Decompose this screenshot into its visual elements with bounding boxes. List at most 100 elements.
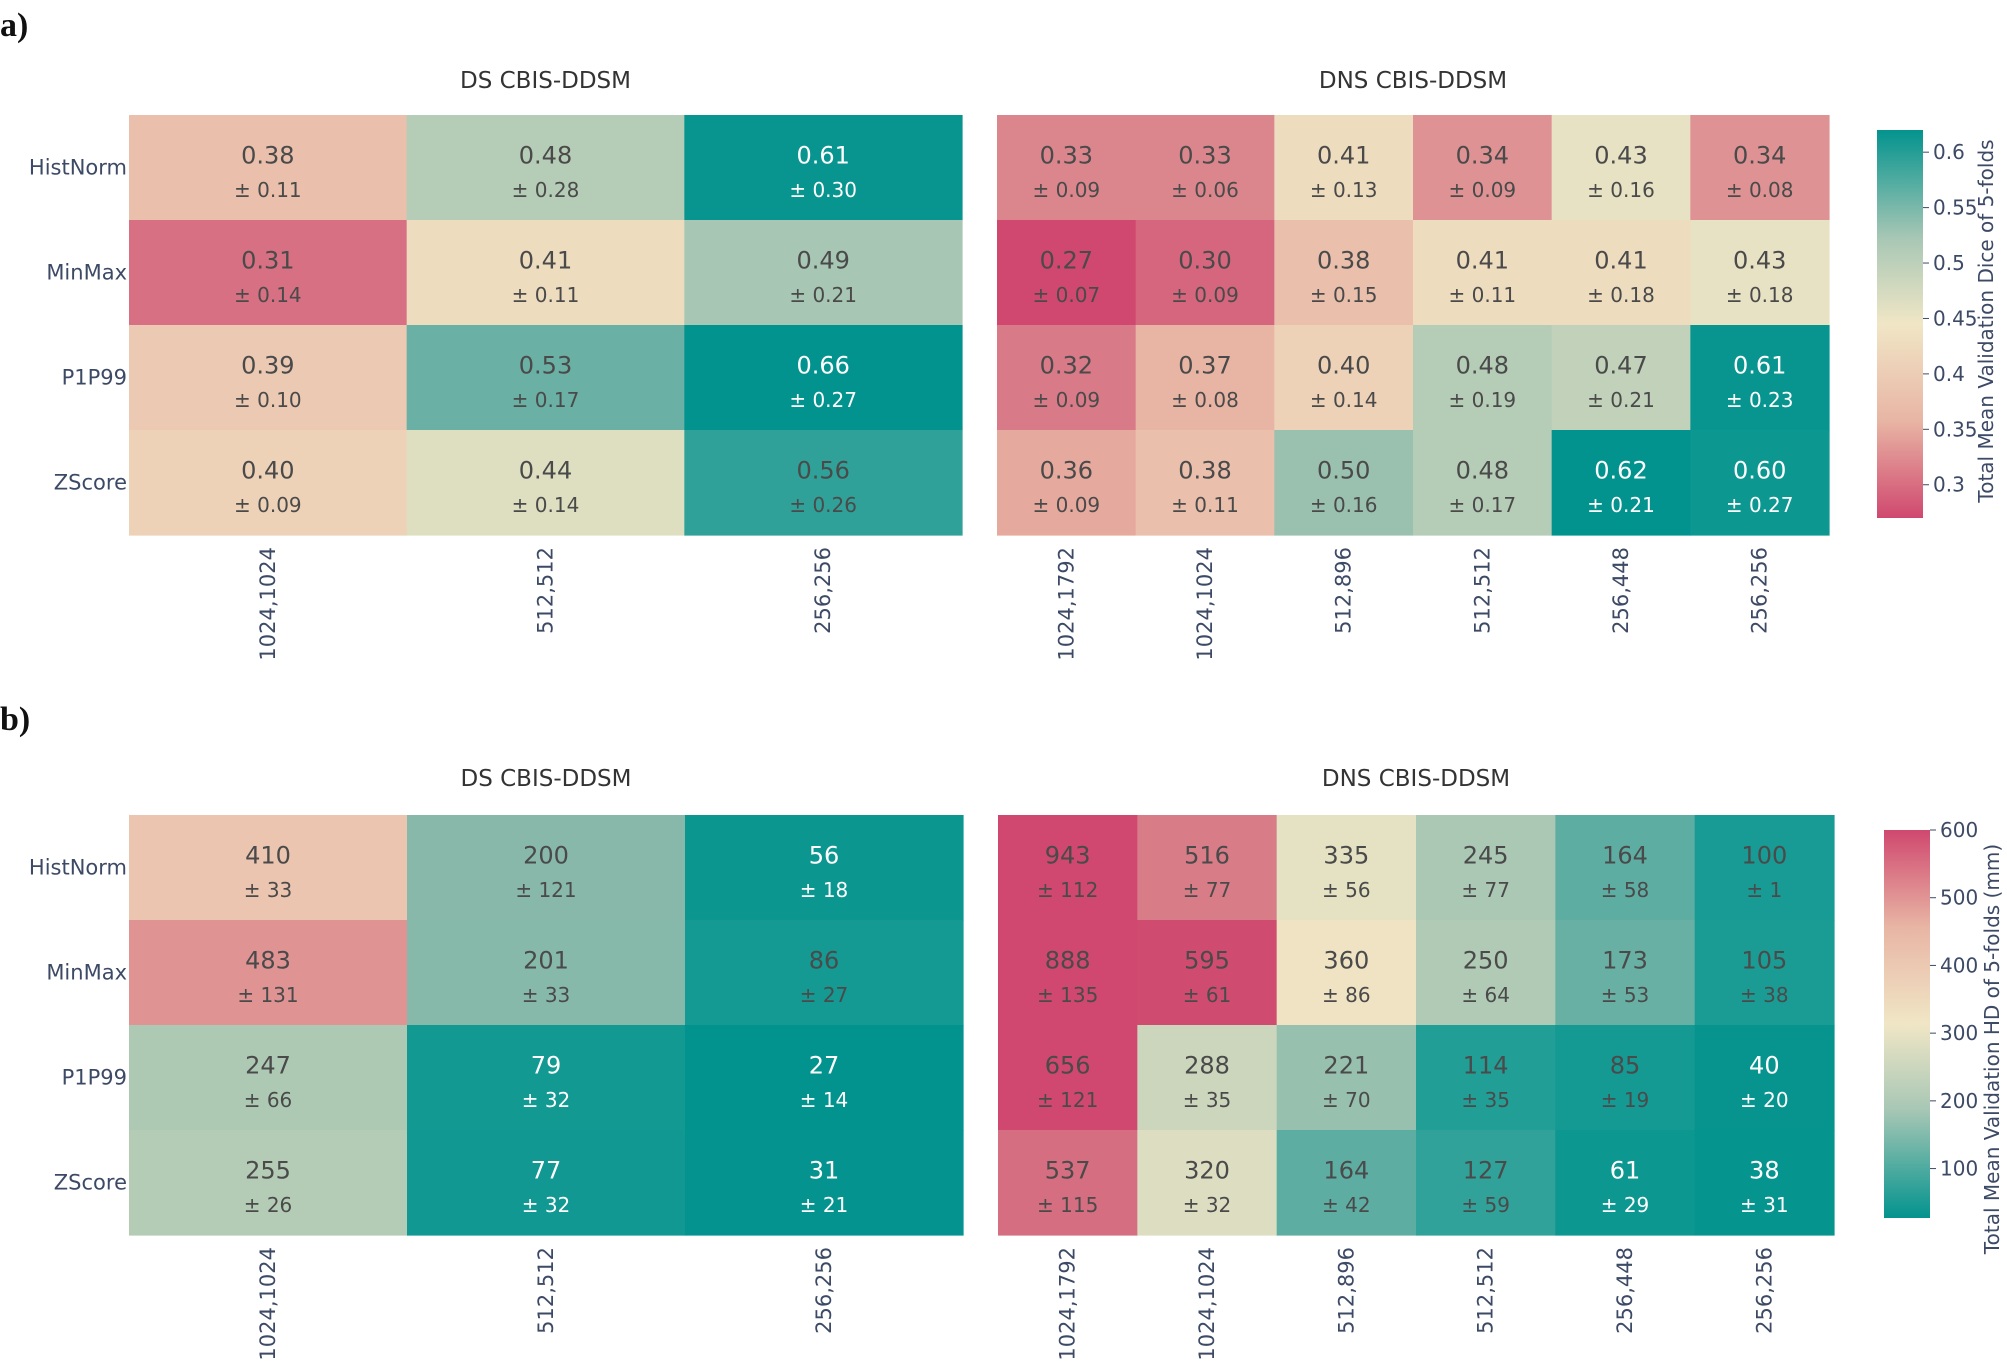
y-tick-label: ZScore: [54, 471, 127, 495]
cell-mean-label: 943: [1045, 841, 1091, 869]
cell-std-label: ± 56: [1322, 878, 1371, 902]
heatmap-cell: [997, 325, 1137, 431]
heatmap-cell: [1276, 1025, 1417, 1131]
cell-std-label: ± 0.14: [512, 493, 580, 517]
x-tick-label: 512,896: [1332, 547, 1356, 634]
cell-std-label: ± 121: [1037, 1088, 1098, 1112]
subplot-title: DNS CBIS-DDSM: [1319, 68, 1507, 94]
cell-std-label: ± 59: [1461, 1193, 1510, 1217]
cell-std-label: ± 0.16: [1310, 493, 1378, 517]
heatmap-cell: [1276, 920, 1417, 1026]
cell-mean-label: 656: [1045, 1051, 1091, 1079]
heatmap-cell: [1555, 920, 1696, 1026]
cell-mean-label: 0.32: [1040, 351, 1093, 379]
heatmap-cell: [406, 325, 685, 431]
cell-mean-label: 114: [1463, 1051, 1509, 1079]
cell-std-label: ± 0.30: [789, 178, 857, 202]
cell-std-label: ± 32: [1183, 1193, 1232, 1217]
cell-mean-label: 595: [1184, 946, 1230, 974]
cell-mean-label: 537: [1045, 1156, 1091, 1184]
heatmap-cell: [1690, 115, 1830, 221]
cell-std-label: ± 0.11: [1449, 283, 1517, 307]
x-tick-label: 1024,1024: [256, 547, 280, 661]
cell-std-label: ± 18: [800, 878, 849, 902]
x-tick-label: 256,256: [1752, 1247, 1776, 1334]
cell-std-label: ± 0.17: [512, 388, 580, 412]
heatmap-cell: [1555, 1130, 1696, 1236]
x-tick-label: 1024,1792: [1054, 547, 1078, 661]
cell-std-label: ± 29: [1601, 1193, 1650, 1217]
cell-std-label: ± 0.21: [1587, 493, 1655, 517]
cell-std-label: ± 0.27: [1726, 493, 1794, 517]
heatmap-cell: [129, 220, 408, 326]
heatmap-cell: [407, 920, 686, 1026]
cell-mean-label: 0.48: [1456, 456, 1509, 484]
cell-mean-label: 0.40: [241, 456, 294, 484]
cell-std-label: ± 0.26: [789, 493, 857, 517]
cell-mean-label: 888: [1045, 946, 1091, 974]
cell-mean-label: 0.44: [519, 456, 572, 484]
cell-std-label: ± 77: [1461, 878, 1510, 902]
cell-mean-label: 0.56: [796, 456, 849, 484]
colorbar-tick-label: 0.5: [1933, 251, 1965, 275]
heatmap-cell: [1137, 815, 1278, 921]
x-tick-label: 1024,1024: [1195, 1247, 1219, 1361]
cell-std-label: ± 35: [1183, 1088, 1232, 1112]
cell-mean-label: 0.48: [519, 141, 572, 169]
heatmap-cell: [998, 1025, 1138, 1131]
cell-std-label: ± 0.21: [1587, 388, 1655, 412]
cell-std-label: ± 0.28: [512, 178, 580, 202]
cell-mean-label: 335: [1323, 841, 1369, 869]
cell-std-label: ± 0.21: [789, 283, 857, 307]
cell-mean-label: 255: [245, 1156, 291, 1184]
heatmap-cell: [1137, 1130, 1278, 1236]
cell-mean-label: 85: [1610, 1051, 1641, 1079]
cell-std-label: ± 0.09: [1449, 178, 1517, 202]
cell-mean-label: 0.30: [1178, 246, 1231, 274]
heatmap-cell: [1690, 220, 1830, 326]
cell-std-label: ± 53: [1601, 983, 1650, 1007]
y-tick-label: HistNorm: [29, 156, 127, 180]
cell-mean-label: 61: [1610, 1156, 1641, 1184]
heatmap-cell: [1551, 325, 1691, 431]
cell-mean-label: 0.40: [1317, 351, 1370, 379]
heatmap-cell: [1413, 430, 1553, 536]
cell-mean-label: 79: [531, 1051, 562, 1079]
cell-mean-label: 0.61: [796, 141, 849, 169]
heatmap-cell: [997, 430, 1137, 536]
cell-std-label: ± 0.14: [1310, 388, 1378, 412]
cell-mean-label: 0.31: [241, 246, 294, 274]
cell-std-label: ± 31: [1740, 1193, 1789, 1217]
cell-mean-label: 288: [1184, 1051, 1230, 1079]
heatmap-cell: [685, 1130, 964, 1236]
cell-std-label: ± 0.09: [1171, 283, 1239, 307]
cell-std-label: ± 0.11: [1171, 493, 1239, 517]
cell-std-label: ± 42: [1322, 1193, 1371, 1217]
x-tick-label: 1024,1024: [1193, 547, 1217, 661]
cell-std-label: ± 0.09: [234, 493, 302, 517]
x-tick-label: 512,512: [534, 547, 558, 634]
cell-std-label: ± 61: [1183, 983, 1232, 1007]
x-tick-label: 512,512: [534, 1247, 558, 1334]
colorbar-tick-label: 0.55: [1933, 196, 1978, 220]
panel-label: b): [0, 701, 30, 738]
heatmap-cell: [685, 815, 964, 921]
x-tick-label: 256,256: [811, 547, 835, 634]
cell-std-label: ± 66: [244, 1088, 293, 1112]
cell-mean-label: 0.60: [1733, 456, 1786, 484]
heatmap-cell: [1555, 1025, 1696, 1131]
cell-mean-label: 127: [1463, 1156, 1509, 1184]
y-tick-label: ZScore: [54, 1171, 127, 1195]
cell-mean-label: 516: [1184, 841, 1230, 869]
cell-std-label: ± 0.09: [1033, 493, 1101, 517]
cell-mean-label: 0.27: [1040, 246, 1093, 274]
heatmap-cell: [407, 1130, 686, 1236]
heatmap-cell: [1694, 920, 1835, 1026]
heatmap-cell: [998, 920, 1138, 1026]
colorbar-gradient: [1884, 830, 1930, 1218]
x-tick-label: 1024,1024: [256, 1247, 280, 1361]
cell-mean-label: 360: [1323, 946, 1369, 974]
panel-b: b) DS CBIS-DDSM 410 ± 33 200 ± 121 56 ± 18 483 ± …: [0, 701, 2004, 1361]
cell-mean-label: 0.61: [1733, 351, 1786, 379]
heatmap-cell: [685, 1025, 964, 1131]
